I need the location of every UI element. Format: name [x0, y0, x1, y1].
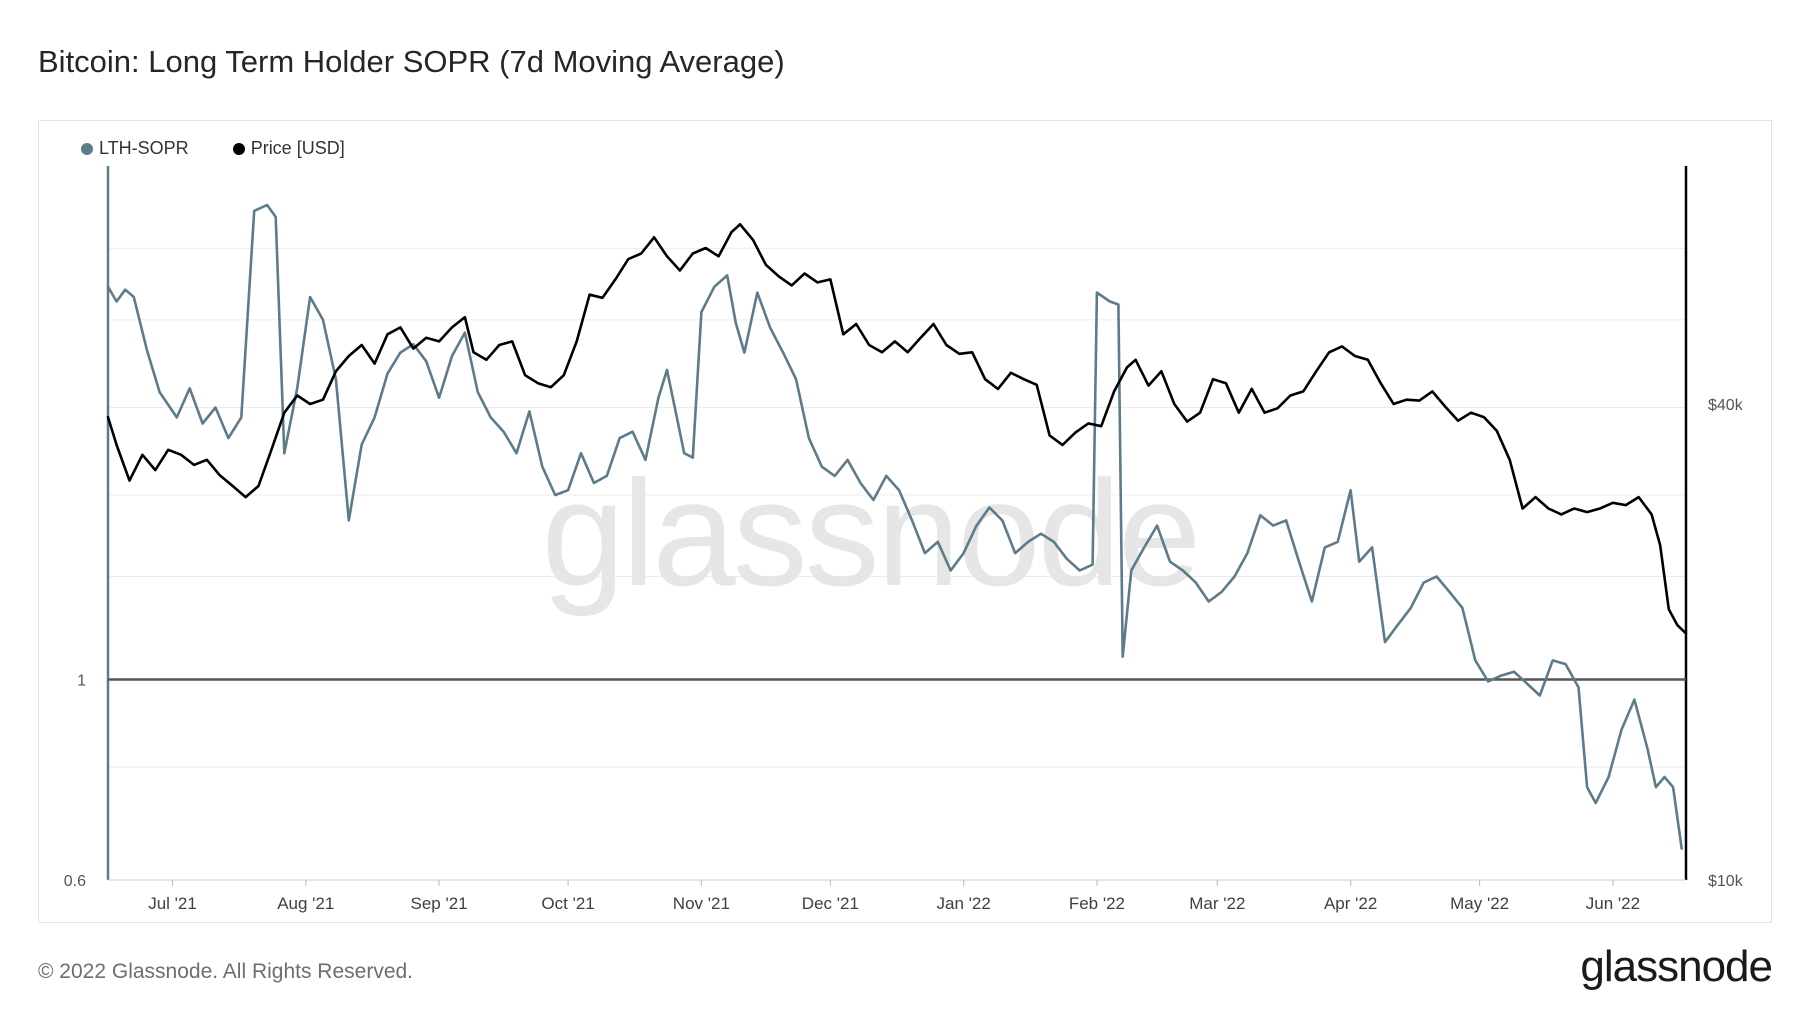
- chart-frame: [38, 120, 1772, 923]
- chart-title: Bitcoin: Long Term Holder SOPR (7d Movin…: [38, 44, 785, 79]
- x-tick-label: Feb '22: [1069, 894, 1125, 913]
- glassnode-logo[interactable]: glassnode: [1580, 942, 1773, 991]
- x-tick-label: Apr '22: [1324, 894, 1377, 913]
- y-left-tick-label: 0.6: [64, 873, 86, 890]
- x-tick-label: Jun '22: [1586, 894, 1640, 913]
- legend-item-price[interactable]: Price [USD]: [232, 138, 345, 159]
- x-tick-label: Jan '22: [936, 894, 990, 913]
- copyright-footer: © 2022 Glassnode. All Rights Reserved.: [38, 960, 414, 983]
- x-tick-label: May '22: [1450, 894, 1509, 913]
- gridlines: [108, 247, 1686, 768]
- legend-dot-icon: [81, 142, 93, 155]
- legend-label: LTH-SOPR: [99, 138, 189, 158]
- y-right-tick-label: $40k: [1708, 397, 1744, 414]
- x-tick-label: Mar '22: [1189, 894, 1245, 913]
- series-line-lth-sopr[interactable]: [106, 203, 1683, 850]
- legend-dot-icon: [232, 142, 245, 155]
- y-left-tick-label: 1: [77, 673, 86, 690]
- series-layer: [106, 203, 1688, 850]
- x-tick-label: Oct '21: [541, 894, 594, 913]
- x-tick-label: Sep '21: [411, 894, 468, 913]
- x-tick-label: Nov '21: [673, 894, 730, 913]
- x-tick-label: Dec '21: [802, 894, 859, 913]
- series-line-price-usd[interactable]: [106, 223, 1688, 635]
- y-axis-ticks: 1 0.6 $40k $10k: [64, 397, 1744, 890]
- y-right-tick-label: $10k: [1708, 873, 1744, 890]
- legend-label: Price [USD]: [250, 138, 345, 158]
- watermark-text: glassnode: [542, 449, 1199, 617]
- x-tick-label: Jul '21: [148, 894, 197, 913]
- legend: LTH-SOPR Price [USD]: [81, 138, 345, 159]
- x-tick-label: Aug '21: [277, 894, 334, 913]
- x-axis-ticks: Jul '21 Aug '21 Sep '21 Oct '21 Nov '21 Dec '…: [148, 880, 1640, 913]
- legend-item-lth-sopr[interactable]: LTH-SOPR: [81, 138, 189, 159]
